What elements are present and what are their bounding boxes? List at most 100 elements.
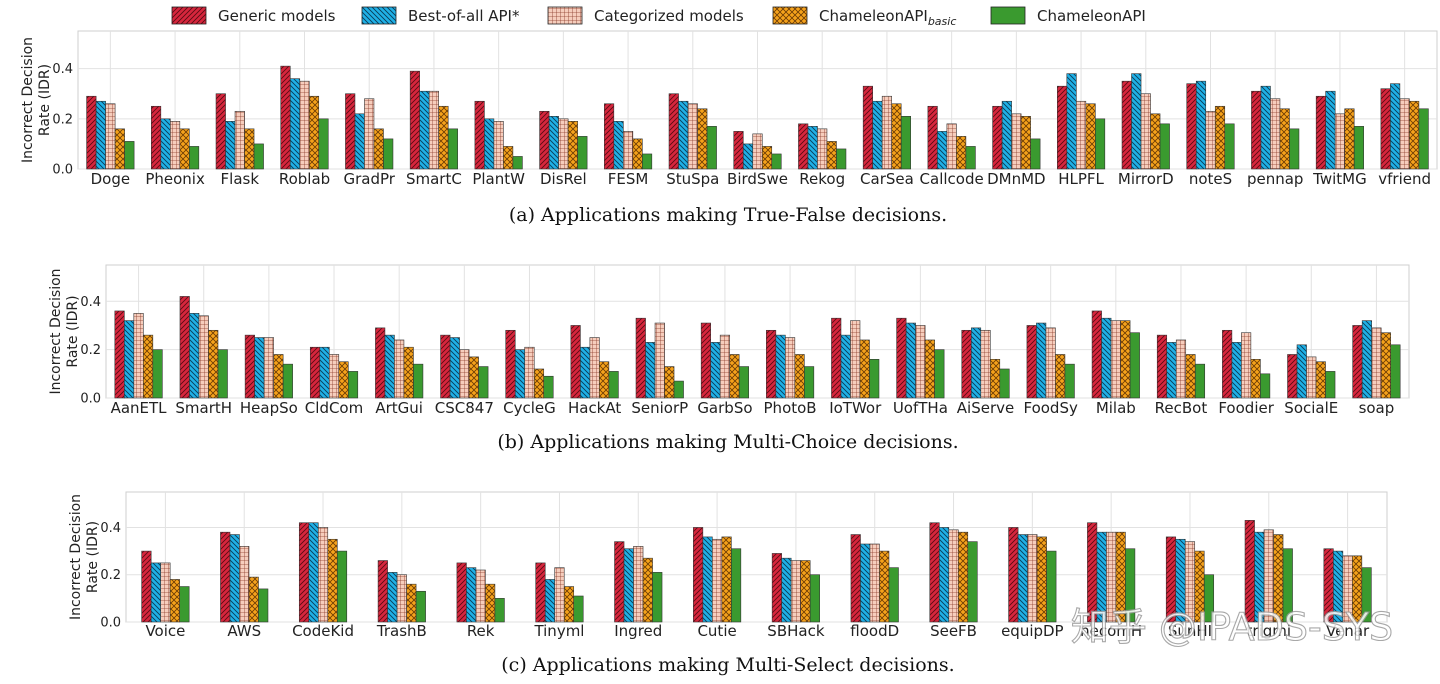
bar-AWS-1 [229,534,240,623]
bar-Milab-3 [1120,320,1131,399]
bar-MirrorD-1 [1131,73,1142,170]
bar-AanETL-0 [114,310,125,399]
bar-CarSea-2 [881,95,892,170]
x-tick-label: trigmi [1247,622,1292,640]
bar-UofTHa-1 [905,322,916,399]
bar-Cutie-4 [731,548,742,623]
bar-CodeKid-3 [327,538,338,623]
y-tick-label: 0.2 [52,112,73,127]
bar-GarbSo-1 [710,342,721,399]
bar-DMnMD-2 [1011,113,1022,170]
caption-true-false: (a) Applications making True-False decis… [509,204,947,226]
bar-Foodier-2 [1241,332,1252,399]
bar-SmartH-3 [208,329,219,399]
bar-Milab-2 [1110,320,1121,399]
bar-AanETL-4 [152,349,163,399]
bar-CycleG-2 [524,346,535,399]
bar-pennap-0 [1251,90,1262,170]
bar-SBHack-0 [771,553,782,623]
bar-FoodSy-4 [1064,363,1075,399]
x-tick-label: SBHack [767,622,825,640]
x-tick-label: SmartC [406,170,462,188]
bar-GradPr-1 [354,113,365,170]
caption-multi-choice: (b) Applications making Multi-Choice dec… [497,431,958,453]
bar-Milab-1 [1101,317,1112,399]
x-tick-label: Doge [91,170,130,188]
bar-HeapSo-0 [244,334,255,399]
bar-RecBot-0 [1156,334,1168,399]
bar-TwitMG-1 [1325,90,1336,170]
x-tick-label: noteS [1189,170,1232,188]
bar-Roblab-4 [318,118,329,170]
bar-Doge-0 [86,95,97,170]
legend: Generic models Best-of-all API* Categorize… [171,6,1146,28]
bar-GradPr-2 [364,98,375,170]
x-tick-label: hecomH [1080,622,1142,640]
bar-ArtGui-4 [413,363,424,399]
x-tick-label: TrashB [376,622,427,640]
bar-HeapSo-3 [273,354,284,399]
legend-swatch-1 [361,6,397,25]
x-tick-label: Cutie [697,622,736,640]
x-tick-label: Tinyml [533,622,584,640]
x-tick-label: MirrorD [1118,170,1174,188]
bar-equipDP-4 [1046,550,1057,623]
bar-IoTWor-3 [859,339,870,399]
x-tick-label: HLPFL [1058,170,1104,188]
bar-noteS-3 [1214,105,1226,170]
legend-swatch-0 [171,6,207,25]
x-tick-label: CSC847 [435,399,494,417]
bar-CodeKid-4 [336,550,348,623]
x-tick-label: SmartH [175,399,232,417]
bar-DMnMD-3 [1020,116,1031,170]
bar-Milab-4 [1129,332,1140,399]
x-tick-label: UofTHa [893,399,948,417]
x-tick-label: Rek [467,622,495,640]
bar-pennap-1 [1260,85,1271,170]
bar-AanETL-3 [143,334,154,399]
bar-AiServe-3 [989,359,1001,399]
bar-Doge-3 [114,128,125,170]
bar-floodD-1 [860,543,871,623]
bar-vfriend-2 [1399,98,1410,170]
bar-FoodSy-2 [1045,327,1056,399]
bar-ArtGui-3 [403,346,414,399]
bar-UofTHa-4 [934,349,945,399]
bar-TwitMG-2 [1334,113,1345,170]
bar-CycleG-0 [505,329,516,399]
bar-Tinyml-3 [563,586,575,623]
bar-SmartC-4 [447,128,458,170]
bar-PhotoB-0 [766,329,777,399]
bar-GradPr-3 [373,128,384,170]
x-tick-label: CodeKid [292,622,354,640]
x-tick-label: AWS [227,622,261,640]
bar-GarbSo-3 [729,354,740,399]
bar-HackAt-1 [580,346,591,399]
bar-Foodier-1 [1231,342,1242,399]
bar-AanETL-2 [133,313,144,399]
bar-CldCom-2 [328,354,340,399]
bar-SmartC-3 [438,105,449,170]
bar-vfriend-4 [1418,108,1429,170]
bar-HackAt-4 [608,371,619,399]
bar-CSC847-3 [468,356,479,399]
bar-BirdSwe-4 [771,153,782,170]
bar-HeapSo-4 [282,363,293,399]
bar-Ingred-1 [623,548,634,623]
x-tick-label: Roblab [279,170,330,188]
x-tick-label: IoTWor [829,399,882,417]
bar-FoodSy-3 [1055,354,1066,399]
x-tick-label: SocialE [1284,399,1338,417]
bar-RecBot-2 [1175,339,1187,399]
watermark-text: 知乎 @IPADS-SYS [1071,605,1393,649]
bar-IoTWor-2 [850,320,861,399]
bar-SeniorP-4 [673,380,684,399]
y-tick-label: 0.0 [52,163,73,178]
bar-SeeFB-0 [929,522,940,623]
bar-UofTHa-3 [924,339,935,399]
bar-Callcode-4 [965,146,976,170]
bar-FESM-3 [632,138,643,170]
bar-AiServe-4 [999,368,1010,399]
x-tick-label: Foodier [1218,399,1274,417]
bar-SunHI-4 [1203,574,1215,623]
